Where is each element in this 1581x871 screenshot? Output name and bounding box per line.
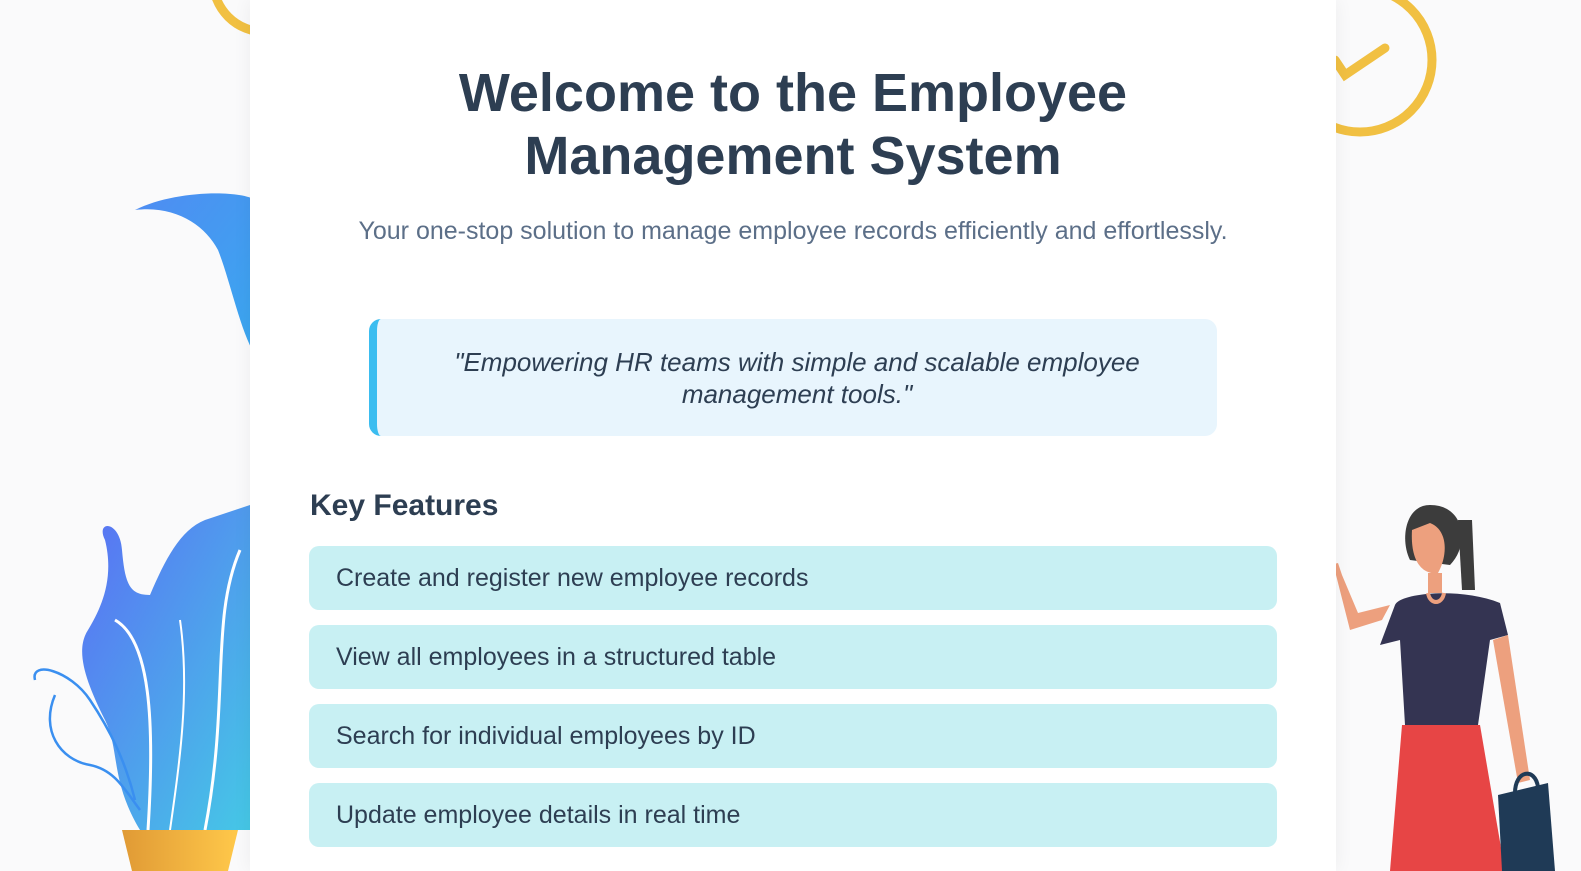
plant-illustration bbox=[33, 505, 250, 871]
welcome-card: Welcome to the Employee Management Syste… bbox=[250, 0, 1336, 871]
quote-box: "Empowering HR teams with simple and sca… bbox=[369, 319, 1217, 436]
page-title-line-2: Management System bbox=[524, 126, 1062, 186]
quote-text: "Empowering HR teams with simple and sca… bbox=[454, 346, 1140, 410]
feature-item-update: Update employee details in real time bbox=[309, 783, 1277, 847]
quote-line-2: management tools." bbox=[681, 378, 913, 409]
clock-illustration-right bbox=[1320, 0, 1437, 137]
feature-item-create: Create and register new employee records bbox=[309, 546, 1277, 610]
feature-item-search: Search for individual employees by ID bbox=[309, 704, 1277, 768]
quote-line-1: "Empowering HR teams with simple and sca… bbox=[454, 346, 1140, 377]
page-title-line-1: Welcome to the Employee bbox=[458, 63, 1128, 123]
features-heading: Key Features bbox=[310, 489, 499, 522]
leaf-illustration bbox=[135, 193, 255, 355]
features-list: Create and register new employee records… bbox=[309, 546, 1277, 862]
page-subtitle: Your one-stop solution to manage employe… bbox=[358, 217, 1228, 245]
feature-item-view: View all employees in a structured table bbox=[309, 625, 1277, 689]
woman-with-bag-illustration bbox=[1330, 505, 1555, 871]
page-title: Welcome to the Employee Management Syste… bbox=[250, 62, 1336, 188]
